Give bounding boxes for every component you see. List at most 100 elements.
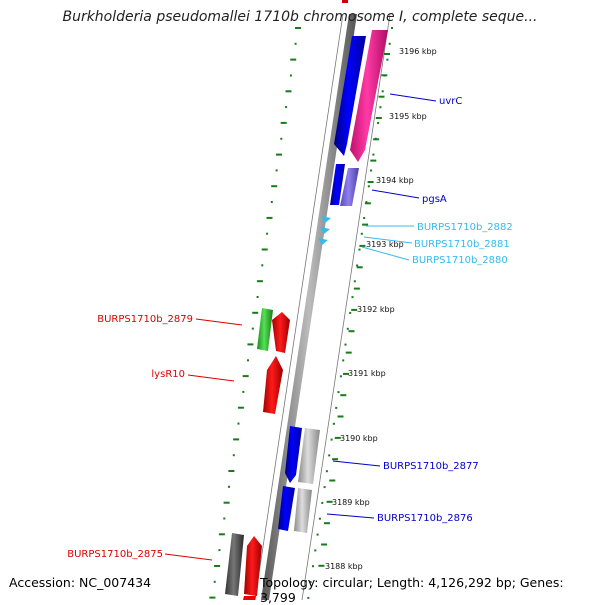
gene-BURPS1710b_2875-dark[interactable]: [225, 533, 244, 596]
scale-tick: [351, 296, 354, 299]
gene-lysR10-arrow[interactable]: [263, 356, 283, 414]
kbp-label: 3190 kbp: [340, 434, 378, 443]
gene-label-uvrC[interactable]: uvrC: [439, 96, 462, 107]
kbp-label: 3192 kbp: [357, 305, 395, 314]
summary-text: Topology: circular; Length: 4,126,292 bp…: [260, 575, 564, 605]
scale-tick: [323, 486, 326, 489]
scale-tick: [321, 543, 328, 546]
scale-tick: [294, 42, 297, 45]
scale-tick: [323, 522, 330, 525]
gene-BURPS1710b_2875-arrow[interactable]: [244, 536, 262, 596]
gene-label-BURPS1710b_2881[interactable]: BURPS1710b_2881: [414, 239, 510, 250]
top-fragment: [342, 0, 348, 3]
gene-label-BURPS1710b_2877[interactable]: BURPS1710b_2877: [383, 461, 479, 472]
gene-label-lysR10[interactable]: lysR10: [151, 369, 185, 380]
scale-tick: [223, 501, 230, 504]
gene-label-BURPS1710b_2882[interactable]: BURPS1710b_2882: [417, 222, 513, 233]
gene-label-BURPS1710b_2880[interactable]: BURPS1710b_2880: [412, 255, 508, 266]
scale-tick: [218, 533, 225, 536]
scale-tick: [328, 454, 331, 457]
scale-tick: [232, 454, 235, 457]
scale-tick: [228, 470, 235, 472]
scale-tick: [261, 248, 268, 251]
scale-tick: [348, 330, 355, 333]
scale-tick: [214, 565, 221, 567]
scale-tick: [343, 372, 349, 375]
scale-tick: [353, 287, 360, 290]
accession-text: Accession: NC_007434: [9, 575, 152, 590]
scale-tick: [373, 138, 380, 141]
gene-label-BURPS1710b_2875[interactable]: BURPS1710b_2875: [67, 549, 163, 560]
scale-tick: [370, 169, 373, 172]
scale-tick: [356, 266, 363, 269]
scale-tick: [270, 201, 273, 203]
scale-tick: [256, 296, 259, 298]
scale-tick: [285, 106, 288, 109]
gene-BURPS1710b_2882[interactable]: [321, 216, 331, 223]
scale-tick: [318, 564, 325, 567]
scale-tick: [307, 596, 310, 599]
gene-uvrC-arrow[interactable]: [334, 36, 366, 156]
scale-tick: [251, 327, 254, 330]
gene-label-pgsA[interactable]: pgsA: [422, 194, 447, 205]
kbp-label: 3196 kbp: [399, 47, 437, 56]
leader-lysR10: [187, 374, 235, 382]
genome-backbone: [261, 14, 357, 600]
scale-tick: [223, 517, 226, 520]
scale-tick: [379, 106, 382, 109]
scale-tick: [342, 359, 345, 362]
scale-tick: [280, 137, 283, 140]
scale-tick: [233, 438, 240, 441]
scale-tick: [326, 500, 333, 503]
gene-BURPS1710b_2881[interactable]: [320, 227, 330, 234]
scale-tick: [242, 390, 245, 393]
leader-uvrC: [389, 93, 437, 102]
scale-tick: [261, 264, 264, 267]
scale-tick: [312, 565, 314, 568]
kbp-label: 3189 kbp: [332, 498, 370, 507]
scale-tick: [271, 185, 278, 188]
leader-pgsA: [371, 189, 420, 199]
scale-tick: [316, 533, 319, 536]
kbp-label: 3193 kbp: [366, 240, 404, 249]
gene-pgsA-left[interactable]: [330, 164, 345, 205]
scale-tick: [247, 359, 249, 362]
kbp-label: 3191 kbp: [348, 369, 386, 378]
scale-tick: [363, 217, 366, 219]
gene-BURPS1710b_2880[interactable]: [318, 238, 328, 245]
scale-tick: [364, 202, 371, 205]
gene-BURPS1710b_2879-green[interactable]: [257, 308, 273, 351]
scale-tick: [332, 458, 339, 461]
gene-grey-2877[interactable]: [298, 428, 320, 484]
gene-BURPS1710b_2876-arrow[interactable]: [278, 486, 295, 531]
scale-tick: [309, 581, 312, 584]
scale-tick: [362, 223, 369, 226]
scale-tick: [329, 479, 336, 482]
scale-tick: [228, 485, 230, 488]
backbone-outline-left: [254, 13, 344, 600]
scale-tick: [266, 232, 269, 235]
scale-tick: [381, 74, 388, 77]
scale-tick: [237, 422, 240, 425]
gene-grey-2876[interactable]: [294, 488, 312, 533]
gene-label-BURPS1710b_2876[interactable]: BURPS1710b_2876: [377, 513, 473, 524]
scale-tick: [353, 280, 356, 283]
scale-tick: [339, 375, 342, 378]
scale-tick: [356, 264, 359, 267]
scale-tick: [321, 501, 324, 504]
scale-tick: [344, 343, 347, 346]
scale-tick: [318, 517, 321, 520]
backbone-outline-right: [301, 13, 391, 600]
gene-pink-arrow[interactable]: [350, 30, 388, 162]
scale-tick: [334, 436, 341, 439]
gene-bottom-red[interactable]: [243, 596, 256, 600]
gene-BURPS1710b_2879-arrow[interactable]: [272, 312, 290, 353]
map-title: Burkholderia pseudomallei 1710b chromoso…: [62, 9, 538, 25]
gene-pgsA-arrow[interactable]: [340, 168, 359, 206]
leader-2877: [332, 460, 381, 467]
scale-tick: [372, 153, 375, 156]
gene-label-BURPS1710b_2879[interactable]: BURPS1710b_2879: [97, 314, 193, 325]
scale-tick: [332, 422, 335, 425]
leader-2880: [361, 246, 410, 261]
gene-BURPS1710b_2877-arrow[interactable]: [285, 426, 302, 483]
